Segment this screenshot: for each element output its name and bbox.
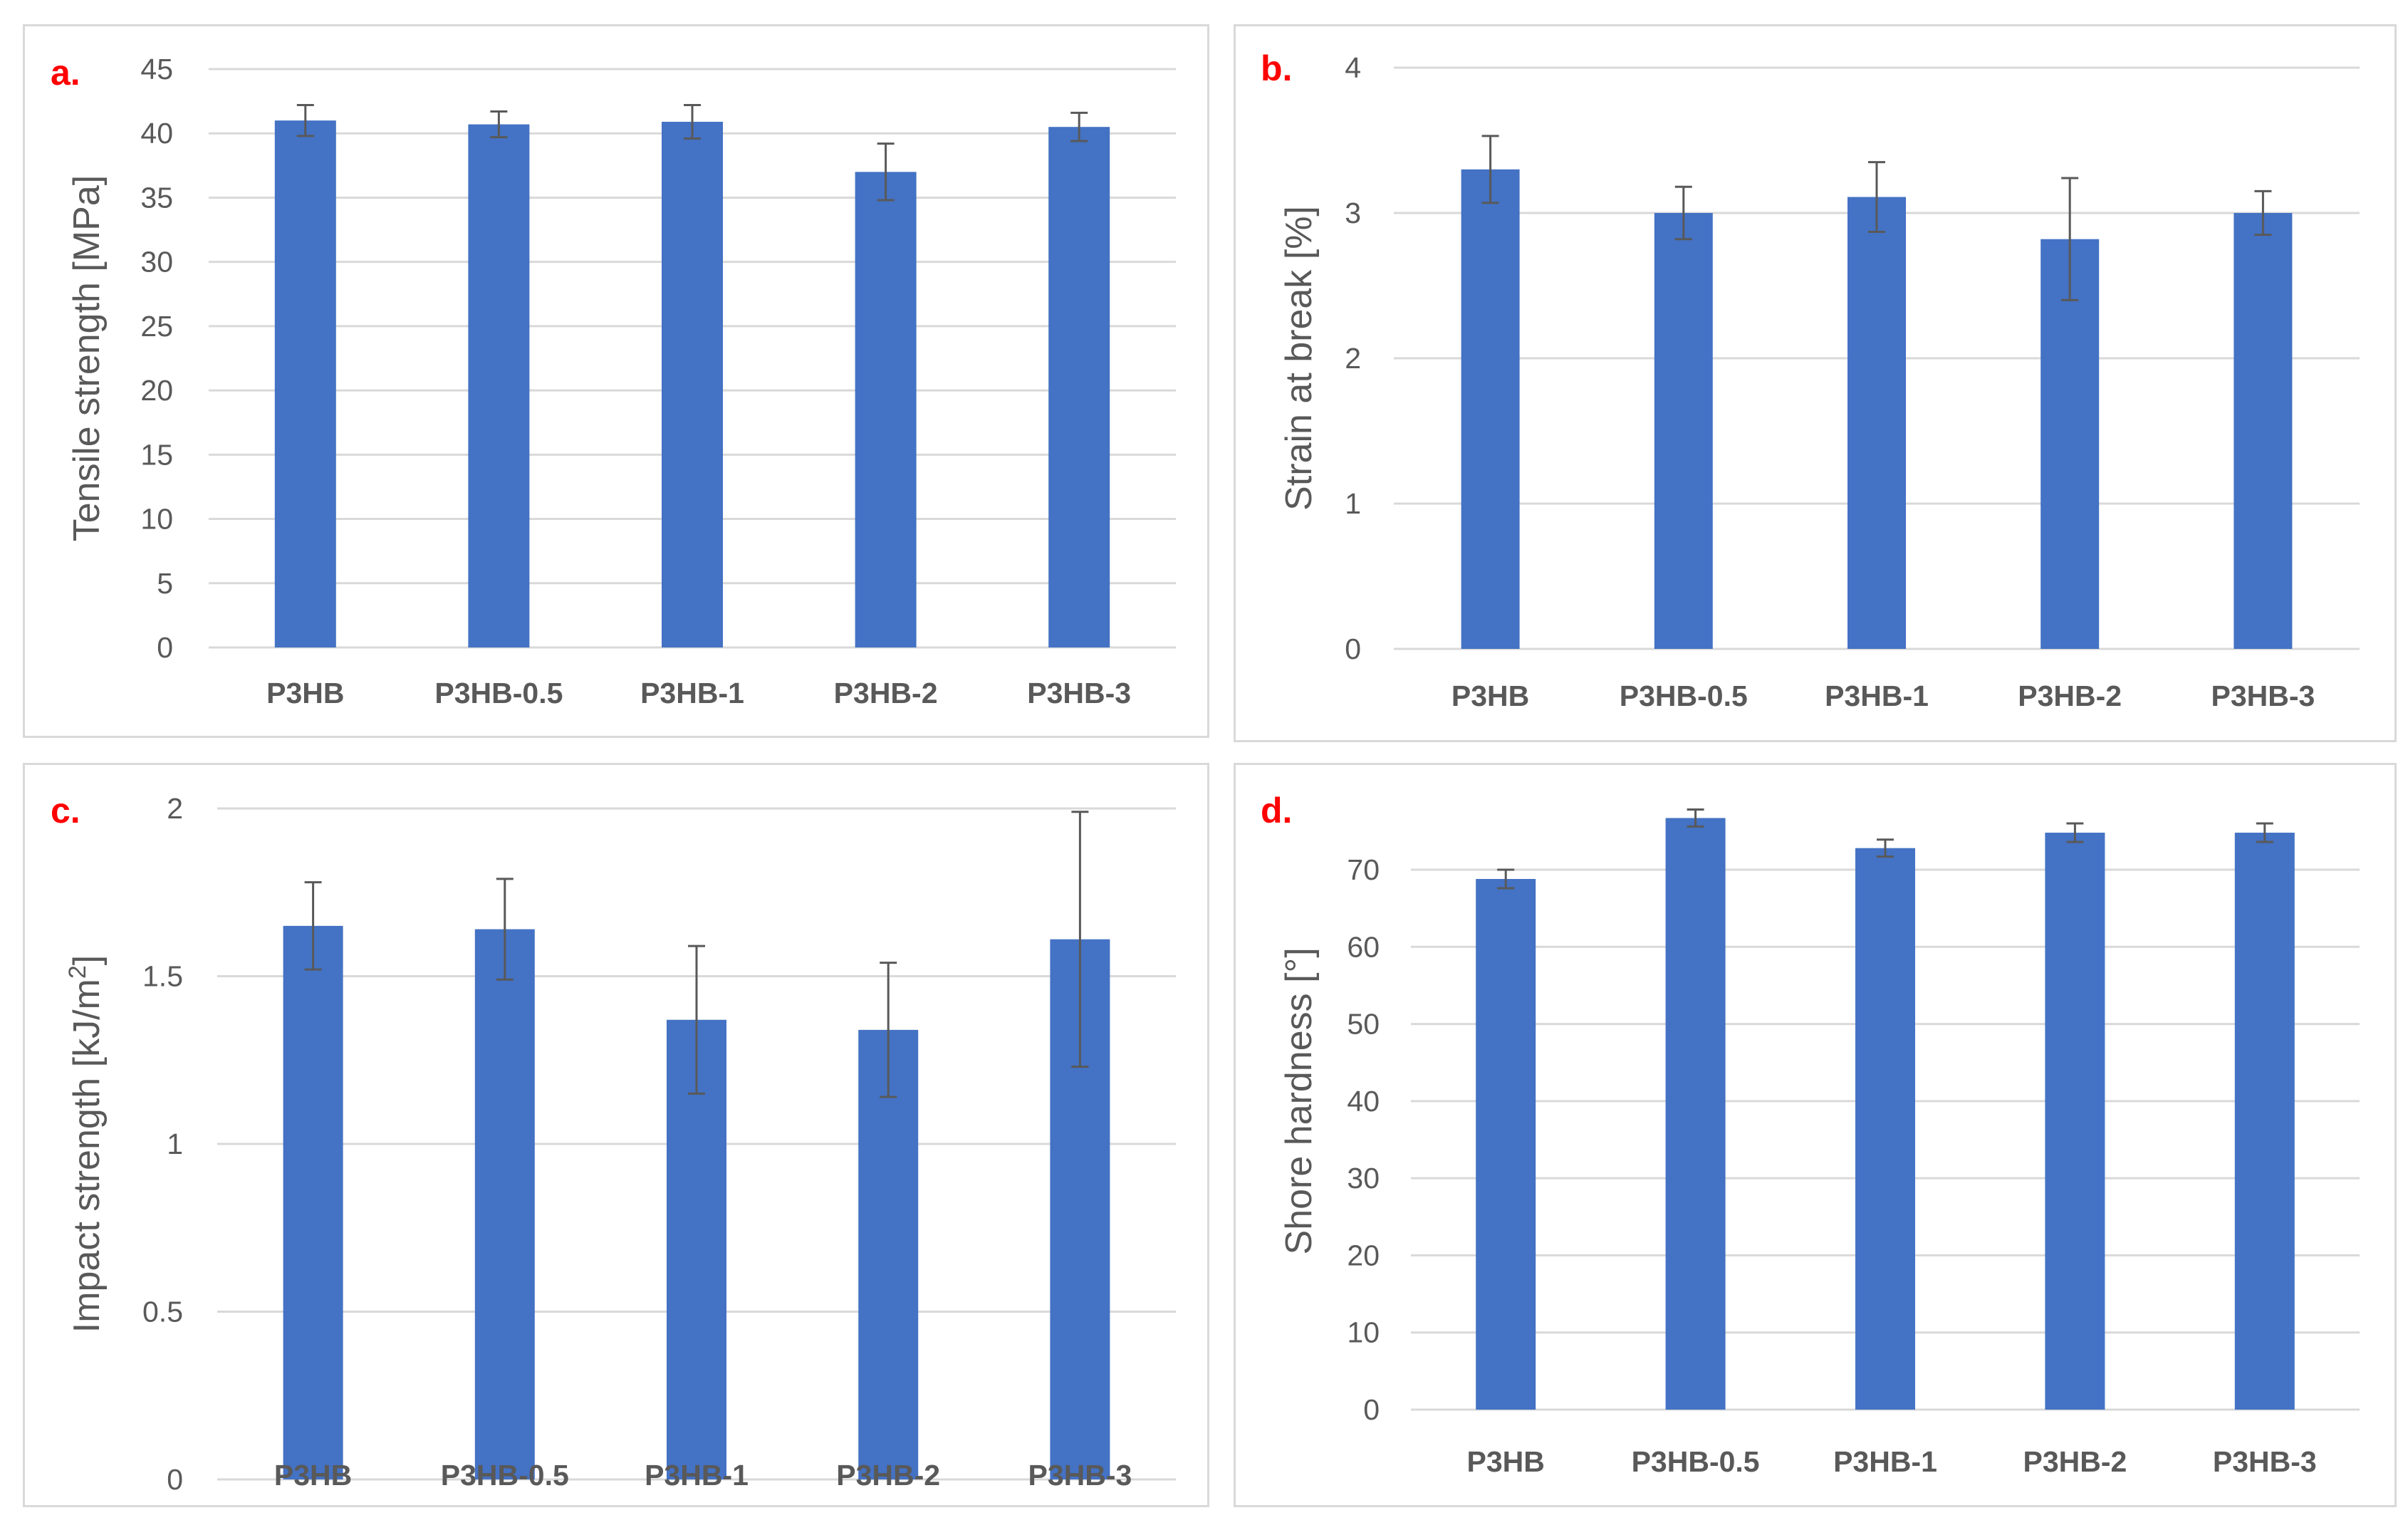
x-category-label: P3HB (1451, 680, 1529, 712)
y-tick-label: 2 (1345, 342, 1361, 375)
chart-svg-d: 0 10 20 30 40 50 60 70 P3HB P3HB-0.5 P3HB-1 P3HB-2 P… (1261, 791, 2360, 1478)
x-category-label: P3HB-3 (2211, 680, 2315, 712)
bar (1855, 848, 1915, 1410)
bar (2234, 833, 2295, 1410)
y-tick-label: 15 (140, 438, 173, 471)
y-tick-label: 1.5 (142, 960, 183, 993)
chart-panel-c: 0 0.5 1 1.5 2 P3HB P3HB-0.5 P3HB-1 P3HB-2 P3HB-3 I… (23, 763, 1209, 1507)
x-category-label: P3HB-2 (2023, 1445, 2127, 1478)
y-tick-label: 1 (167, 1128, 183, 1160)
y-tick-label: 0 (1345, 633, 1361, 665)
x-category-label: P3HB-0.5 (434, 677, 563, 709)
y-tick-label: 0.5 (142, 1296, 183, 1328)
x-category-label: P3HB-3 (2213, 1445, 2317, 1478)
bar (1461, 169, 1520, 650)
bar (662, 121, 723, 647)
x-category-label: P3HB (274, 1459, 352, 1492)
x-category-label: P3HB-1 (1825, 680, 1929, 712)
x-category-label: P3HB-1 (645, 1459, 749, 1492)
y-tick-label: 70 (1347, 853, 1380, 886)
x-category-label: P3HB-0.5 (1632, 1445, 1760, 1478)
bar (2234, 213, 2293, 649)
y-tick-label: 35 (140, 181, 173, 214)
chart-panel-a: 0 5 10 15 20 25 30 35 40 45 P3HB P3HB-0.5 P3HB-1 P3HB… (23, 24, 1209, 738)
bar (274, 120, 336, 647)
x-category-label: P3HB-1 (640, 677, 744, 709)
y-tick-label: 2 (167, 792, 183, 825)
bar (855, 172, 917, 647)
bar (667, 1019, 726, 1479)
panel-label: c. (51, 791, 80, 831)
panel-label: d. (1261, 791, 1292, 831)
y-tick-label: 50 (1347, 1008, 1380, 1041)
y-tick-label: 30 (1347, 1162, 1380, 1195)
y-tick-label: 3 (1345, 197, 1361, 229)
y-tick-label: 0 (167, 1463, 183, 1496)
y-tick-label: 20 (140, 374, 173, 407)
x-category-label: P3HB-3 (1028, 1459, 1132, 1492)
panel-label: b. (1261, 48, 1292, 88)
y-axis-label: Strain at break [%] (1278, 206, 1320, 511)
bar (1847, 197, 1906, 649)
y-tick-label: 40 (140, 117, 173, 150)
x-category-label: P3HB-2 (836, 1459, 940, 1492)
bar (1654, 213, 1713, 649)
y-tick-label: 5 (157, 567, 173, 600)
x-category-label: P3HB-1 (1833, 1445, 1937, 1478)
y-tick-label: 1 (1345, 487, 1361, 520)
bar (858, 1029, 919, 1479)
chart-svg-a: 0 5 10 15 20 25 30 35 40 45 P3HB P3HB-0.5 P3HB-1 P3HB… (51, 53, 1176, 709)
y-tick-label: 30 (140, 246, 173, 279)
x-category-label: P3HB-2 (834, 677, 938, 709)
y-tick-label: 4 (1345, 51, 1361, 84)
y-axis-label: Shore hardness [°] (1278, 947, 1320, 1254)
y-tick-label: 0 (1363, 1393, 1380, 1426)
y-axis-label: Tensile strength [MPa] (66, 175, 108, 541)
bar (1476, 878, 1536, 1410)
x-category-label: P3HB-3 (1027, 677, 1131, 709)
y-axis-label: Impact strength [kJ/m2] (64, 955, 108, 1333)
chart-svg-c: 0 0.5 1 1.5 2 P3HB P3HB-0.5 P3HB-1 P3HB-2 P3HB-3 I… (51, 791, 1176, 1496)
chart-panel-d: 0 10 20 30 40 50 60 70 P3HB P3HB-0.5 P3HB-1 P3HB-2 P… (1234, 763, 2397, 1507)
y-tick-label: 20 (1347, 1239, 1380, 1271)
y-tick-label: 0 (157, 631, 173, 664)
x-category-label: P3HB-2 (2018, 680, 2122, 712)
y-tick-label: 10 (1347, 1316, 1380, 1349)
y-tick-label: 40 (1347, 1085, 1380, 1118)
y-tick-label: 60 (1347, 930, 1380, 963)
chart-panel-b: 0 1 2 3 4 P3HB P3HB-0.5 P3HB-1 P3HB-2 P3HB-3 Strai… (1234, 24, 2397, 742)
x-category-label: P3HB-0.5 (1620, 680, 1748, 712)
x-category-label: P3HB (266, 677, 344, 709)
bar (474, 929, 535, 1479)
bar (2045, 833, 2105, 1410)
bar (1048, 127, 1110, 647)
bar (283, 925, 343, 1479)
bar (1665, 818, 1726, 1410)
y-tick-label: 10 (140, 503, 173, 536)
bar (468, 124, 530, 647)
bar (2040, 239, 2100, 650)
y-tick-label: 25 (140, 310, 173, 343)
panel-label: a. (51, 53, 80, 93)
chart-svg-b: 0 1 2 3 4 P3HB P3HB-0.5 P3HB-1 P3HB-2 P3HB-3 Strai… (1261, 48, 2360, 712)
y-tick-label: 45 (140, 53, 173, 85)
x-category-label: P3HB (1467, 1445, 1545, 1478)
x-category-label: P3HB-0.5 (441, 1459, 569, 1492)
